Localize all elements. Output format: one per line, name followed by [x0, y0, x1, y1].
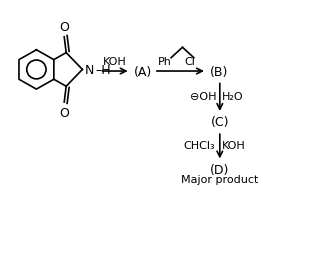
Text: Ph: Ph	[158, 57, 171, 67]
Text: O: O	[59, 106, 69, 119]
Text: (C): (C)	[211, 116, 229, 129]
Text: Cl: Cl	[184, 57, 195, 67]
Text: CHCl₃: CHCl₃	[183, 140, 215, 150]
Text: (D): (D)	[210, 163, 230, 176]
Text: ⊖OH: ⊖OH	[190, 92, 216, 102]
Text: O: O	[59, 21, 69, 34]
Text: (B): (B)	[210, 65, 229, 78]
Text: (A): (A)	[134, 65, 152, 78]
Text: Major product: Major product	[181, 174, 259, 184]
Text: N: N	[84, 64, 94, 77]
Text: H₂O: H₂O	[222, 92, 244, 102]
Text: –H: –H	[96, 64, 111, 77]
Text: KOH: KOH	[103, 57, 127, 67]
Text: KOH: KOH	[222, 140, 246, 150]
